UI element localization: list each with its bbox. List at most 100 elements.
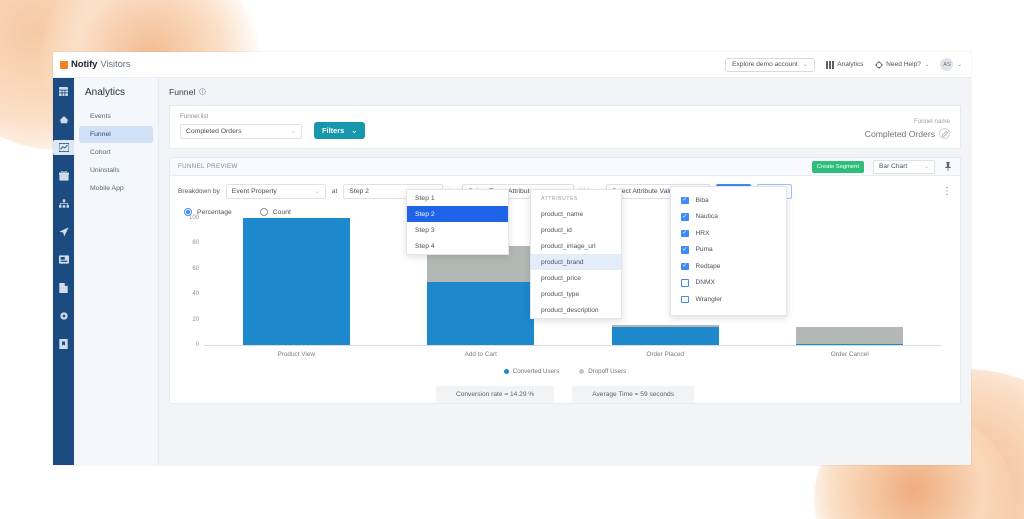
filters-label: Filters xyxy=(322,126,345,135)
sidebar-item-events[interactable]: Events xyxy=(90,113,111,120)
page-title-text: Funnel xyxy=(169,87,196,97)
sidebar-nav: Analytics Events Funnel Cohort Uninstall… xyxy=(74,78,159,465)
rail-item-analytics-chart-icon[interactable] xyxy=(53,140,74,155)
funnel-name-block: Funnel name Completed Orders xyxy=(865,118,950,139)
x-label: Product View xyxy=(277,351,316,358)
explore-demo-account-button[interactable]: Explore demo account ⌄ xyxy=(725,57,815,72)
help-icon xyxy=(874,60,883,69)
user-menu[interactable]: AS ⌄ xyxy=(940,58,962,71)
attributes-dropdown-menu[interactable]: ATTRIBUTES product_name product_id produ… xyxy=(530,189,622,319)
attributes-header: ATTRIBUTES xyxy=(541,196,578,202)
attribute-option-product-price[interactable]: product_price xyxy=(541,274,581,282)
legend-label-dropoff: Dropoff Users xyxy=(588,368,627,375)
chart-type-select[interactable]: Bar Chart ⌄ xyxy=(873,159,935,174)
value-option-hrx[interactable]: HRX xyxy=(671,225,786,242)
bar-segment-converted xyxy=(611,326,719,345)
attribute-option-product-description[interactable]: product_description xyxy=(541,306,599,314)
attribute-option-product-name[interactable]: product_name xyxy=(541,210,584,218)
rail-item-bookmark-icon[interactable] xyxy=(53,336,74,351)
radio-count[interactable]: Count xyxy=(259,208,291,216)
checkbox-puma[interactable] xyxy=(681,246,689,254)
main-content: Funnel Funnel list Completed Orders ⌄ Fi… xyxy=(159,78,971,465)
sidebar-item-funnel[interactable]: Funnel xyxy=(79,126,153,143)
top-bar: Notify Visitors Explore demo account ⌄ A… xyxy=(53,52,971,78)
values-dropdown-menu[interactable]: Biba Nautica HRX Puma xyxy=(670,186,787,316)
value-option-redtape[interactable]: Redtape xyxy=(671,258,786,275)
chevron-down-icon: ⌄ xyxy=(924,62,930,68)
rail-item-display-icon[interactable] xyxy=(53,252,74,267)
sidebar-title: Analytics xyxy=(85,87,126,98)
need-help-menu[interactable]: Need Help? ⌄ xyxy=(874,60,930,69)
step-option-3[interactable]: Step 3 xyxy=(415,226,435,234)
funnel-preview-card: FUNNEL PREVIEW Create Segment Bar Chart … xyxy=(169,157,961,404)
breakdown-property-select[interactable]: Event Property ⌄ xyxy=(225,184,326,199)
sidebar-item-uninstalls[interactable]: Uninstalls xyxy=(90,167,120,174)
value-option-puma[interactable]: Puma xyxy=(671,242,786,259)
rail-item-send-icon[interactable] xyxy=(53,224,74,239)
analytics-menu-label: Analytics xyxy=(837,61,864,68)
chevron-down-icon: ⌄ xyxy=(351,126,358,135)
y-tick: 80 xyxy=(192,240,199,247)
y-tick: 0 xyxy=(195,342,199,348)
step-option-2[interactable]: Step 2 xyxy=(407,206,508,222)
value-option-nautica[interactable]: Nautica xyxy=(671,209,786,226)
legend-dot-converted xyxy=(503,369,509,374)
rail-item-gift-icon[interactable] xyxy=(53,168,74,183)
checkbox-dnmx[interactable] xyxy=(681,279,689,287)
attribute-option-product-brand[interactable]: product_brand xyxy=(531,254,621,270)
create-segment-button[interactable]: Create Segment xyxy=(811,160,864,173)
sidebar-item-cohort[interactable]: Cohort xyxy=(90,149,111,156)
attribute-option-product-type[interactable]: product_type xyxy=(541,290,580,298)
chevron-down-icon: ⌄ xyxy=(802,62,808,68)
bar-segment-converted xyxy=(796,343,904,345)
analytics-menu[interactable]: Analytics xyxy=(825,60,864,69)
radio-percentage-label: Percentage xyxy=(197,208,232,216)
value-option-dnmx[interactable]: DNMX xyxy=(671,275,786,292)
bar-segment-converted xyxy=(427,281,535,345)
brand-name-light: Visitors xyxy=(100,59,131,70)
legend-item-dropoff[interactable]: Dropoff Users xyxy=(579,368,626,375)
checkbox-wrangler[interactable] xyxy=(681,295,689,303)
attribute-option-product-image-url[interactable]: product_image_url xyxy=(541,242,596,250)
brand-name-bold: Notify xyxy=(71,59,98,70)
chart-type-value: Bar Chart xyxy=(879,163,908,170)
more-options-icon[interactable]: ⋮ xyxy=(942,185,952,197)
checkbox-biba[interactable] xyxy=(681,196,689,204)
avatar: AS xyxy=(940,58,954,71)
sidebar-item-mobile-app[interactable]: Mobile App xyxy=(90,185,124,192)
bar-column-product-view[interactable] xyxy=(204,218,389,345)
y-tick: 100 xyxy=(188,215,199,221)
value-label-dnmx: DNMX xyxy=(695,279,715,287)
attribute-option-product-id[interactable]: product_id xyxy=(541,226,572,234)
checkbox-hrx[interactable] xyxy=(681,229,689,237)
checkbox-nautica[interactable] xyxy=(681,213,689,221)
edit-pencil-icon[interactable] xyxy=(939,128,950,139)
value-option-biba[interactable]: Biba xyxy=(671,192,786,209)
filters-button[interactable]: Filters ⌄ xyxy=(314,122,366,139)
step-option-1[interactable]: Step 1 xyxy=(415,194,435,202)
info-icon[interactable] xyxy=(199,87,207,97)
grid-icon xyxy=(825,60,834,69)
legend-item-converted[interactable]: Converted Users xyxy=(503,368,559,375)
step-option-4[interactable]: Step 4 xyxy=(415,242,435,250)
rail-item-sitemap-icon[interactable] xyxy=(53,196,74,211)
value-label-hrx: HRX xyxy=(695,229,710,237)
brand-mark-icon xyxy=(60,60,68,69)
rail-item-gear-icon[interactable] xyxy=(53,308,74,323)
checkbox-redtape[interactable] xyxy=(681,262,689,270)
funnel-list-select[interactable]: Completed Orders ⌄ xyxy=(180,124,302,139)
breakdown-by-label: Breakdown by xyxy=(178,188,220,195)
radio-percentage[interactable]: Percentage xyxy=(184,208,232,216)
bar-column-order-placed[interactable] xyxy=(573,218,758,345)
rail-item-document-icon[interactable] xyxy=(53,280,74,295)
pin-icon[interactable] xyxy=(944,158,952,176)
metric-mode-radios: Percentage Count xyxy=(170,199,960,216)
bar-column-order-cancel[interactable] xyxy=(758,218,943,345)
rail-item-grid-icon[interactable] xyxy=(53,84,74,99)
brand-logo[interactable]: Notify Visitors xyxy=(60,59,131,70)
need-help-label: Need Help? xyxy=(886,61,921,68)
value-option-wrangler[interactable]: Wrangler xyxy=(671,291,786,308)
preview-title: FUNNEL PREVIEW xyxy=(178,163,238,170)
step-dropdown-menu[interactable]: Step 1 Step 2 Step 3 Step 4 xyxy=(406,189,509,255)
rail-item-home-icon[interactable] xyxy=(53,112,74,127)
